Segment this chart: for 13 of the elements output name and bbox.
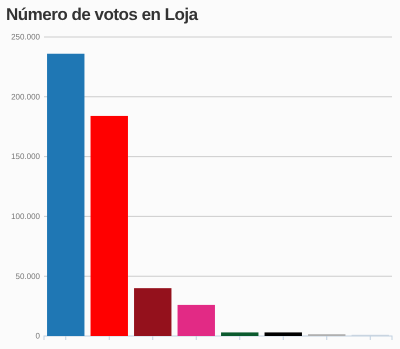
y-tick-label: 100.000: [11, 212, 41, 221]
y-tick-label: 50.000: [16, 272, 41, 281]
bar: [134, 288, 172, 336]
bar: [264, 332, 302, 336]
y-tick-label: 200.000: [11, 92, 41, 102]
y-tick-label: 0: [36, 332, 41, 341]
y-tick-label: 150.000: [11, 152, 41, 162]
y-tick-label: 250.000: [11, 32, 41, 42]
bar: [47, 54, 84, 336]
bar: [221, 332, 258, 336]
chart-title: Número de votos en Loja: [6, 5, 199, 24]
bar: [178, 304, 215, 336]
bar: [90, 116, 128, 336]
